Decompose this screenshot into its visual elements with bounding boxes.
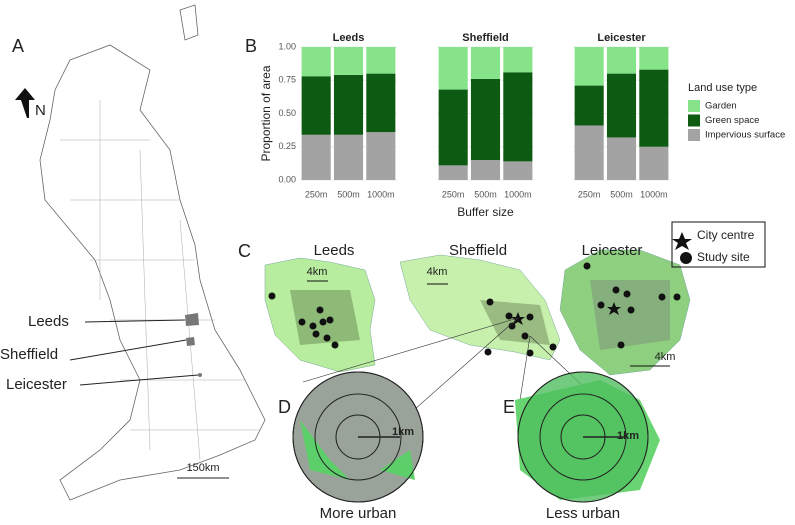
panel-letter: E: [503, 397, 515, 417]
x-tick-label: 500m: [337, 189, 360, 199]
bar-segment: [438, 89, 468, 166]
bar-segment: [503, 47, 533, 73]
legend-swatch: [688, 114, 700, 127]
y-tick-label: 1.00: [278, 41, 296, 51]
caption: Less urban: [546, 505, 620, 522]
panel-letter: B: [245, 36, 257, 56]
legend-label: City centre: [697, 228, 755, 242]
uk-map: [15, 4, 266, 501]
bar-segment: [606, 47, 637, 74]
bar-segment: [503, 72, 533, 162]
scale-label: 4km: [307, 266, 328, 278]
bar-segment: [301, 47, 331, 77]
y-tick-label: 0.00: [278, 174, 296, 184]
city-label: Leicester: [6, 376, 67, 393]
legend-label: Green space: [705, 115, 759, 126]
bar-segment: [301, 76, 331, 135]
bar-segment: [606, 137, 637, 180]
scale-label: 4km: [655, 351, 676, 363]
panel-letter: C: [238, 241, 251, 261]
x-axis-label: Buffer size: [457, 205, 514, 219]
scale-label: 1km: [392, 426, 414, 438]
facet-title: Sheffield: [462, 32, 508, 44]
y-tick-label: 0.25: [278, 141, 296, 151]
panel-letter: A: [12, 36, 24, 56]
x-tick-label: 500m: [474, 189, 497, 199]
x-tick-label: 250m: [578, 189, 601, 199]
bar-segment: [301, 134, 331, 180]
bar-segment: [438, 47, 468, 90]
city-title: Sheffield: [449, 242, 507, 259]
bar-segment: [574, 47, 604, 86]
bar-segment: [333, 74, 364, 135]
y-tick-label: 0.50: [278, 108, 296, 118]
bar-segment: [470, 47, 501, 79]
bar-segment: [574, 85, 604, 126]
bar-segment: [333, 134, 364, 180]
scale-label: 4km: [427, 266, 448, 278]
bar-segment: [470, 160, 501, 180]
bar-segment: [470, 78, 501, 161]
bar-segment: [333, 47, 364, 75]
panel-letter: D: [278, 397, 291, 417]
legend-swatch: [688, 100, 700, 112]
bar-segment: [438, 165, 468, 180]
city-label: Sheffield: [0, 346, 58, 363]
caption: More urban: [320, 505, 397, 522]
city-label: Leeds: [28, 313, 69, 330]
legend-swatch: [688, 129, 700, 141]
legend-title: Land use type: [688, 82, 757, 94]
legend-label: Garden: [705, 101, 737, 112]
bar-segment: [366, 47, 396, 74]
city-title: Leicester: [582, 242, 643, 259]
y-tick-label: 0.75: [278, 75, 296, 85]
scale-label: 150km: [186, 462, 219, 474]
scale-label: 1km: [617, 430, 639, 442]
x-tick-label: 1000m: [504, 189, 532, 199]
x-tick-label: 500m: [610, 189, 633, 199]
facet-title: Leeds: [333, 32, 365, 44]
x-tick-label: 250m: [442, 189, 465, 199]
bar-segment: [366, 132, 396, 180]
facet-title: Leicester: [597, 32, 646, 44]
x-tick-label: 1000m: [640, 189, 668, 199]
buffer-maps: [292, 371, 660, 503]
legend-label: Impervious surface: [705, 130, 785, 141]
legend-label: Study site: [697, 250, 750, 264]
city-title: Leeds: [314, 242, 355, 259]
x-tick-label: 1000m: [367, 189, 395, 199]
north-label: N: [35, 102, 46, 119]
bar-segment: [503, 161, 533, 180]
y-axis-label: Proportion of area: [259, 65, 273, 161]
bar-segment: [639, 146, 669, 180]
city-maps: [264, 221, 766, 441]
bar-segment: [639, 47, 669, 70]
bar-segment: [606, 73, 637, 138]
bar-segment: [574, 125, 604, 180]
x-tick-label: 250m: [305, 189, 328, 199]
bar-segment: [639, 69, 669, 147]
bar-segment: [366, 73, 396, 133]
